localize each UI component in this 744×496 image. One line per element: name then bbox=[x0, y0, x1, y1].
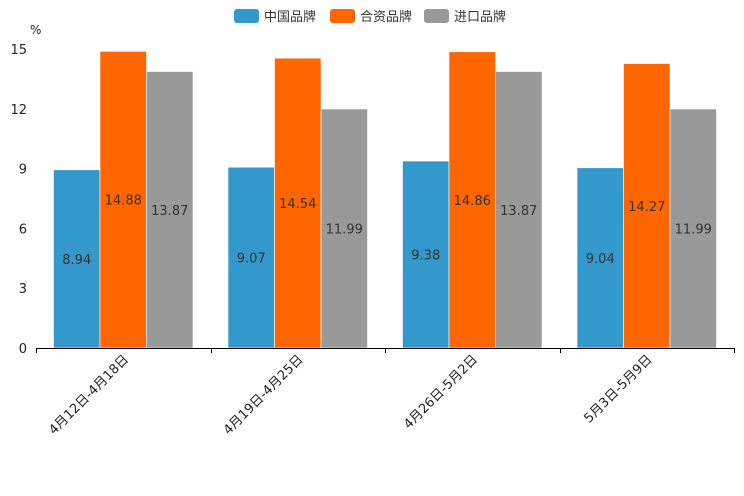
data-label: 9.04 bbox=[586, 252, 615, 267]
data-label: 9.07 bbox=[237, 252, 266, 267]
bar-1-1[interactable] bbox=[53, 169, 101, 349]
category-label: 4月19日-4月25日 bbox=[221, 352, 307, 438]
legend-swatch-3[interactable] bbox=[424, 9, 449, 23]
y-tick-label: 15 bbox=[10, 43, 27, 58]
legend-label-1[interactable]: 中国品牌 bbox=[264, 9, 316, 25]
bar-3-4[interactable] bbox=[669, 108, 717, 349]
data-labels: 8.94 14.88 13.87 9.07 14.54 11.99 9.38 14.86 13.… bbox=[62, 194, 712, 268]
data-label: 14.54 bbox=[279, 197, 316, 212]
data-label: 13.87 bbox=[500, 204, 537, 219]
y-tick-label: 12 bbox=[10, 103, 27, 118]
data-label: 14.86 bbox=[454, 194, 491, 209]
bar-3-1[interactable] bbox=[146, 71, 194, 349]
category-labels: 4月12日-4月18日 4月19日-4月25日 4月26日-5月2日 5月3日-5月9… bbox=[46, 352, 655, 438]
y-tick-label: 3 bbox=[19, 282, 27, 297]
legend-swatch-1[interactable] bbox=[234, 9, 259, 23]
y-tick-label: 6 bbox=[19, 222, 27, 237]
legend-label-3[interactable]: 进口品牌 bbox=[454, 9, 506, 25]
y-axis-ticks: 0 3 6 9 12 15 bbox=[10, 43, 27, 357]
data-label: 8.94 bbox=[62, 253, 91, 268]
y-tick-label: 0 bbox=[19, 342, 27, 357]
category-label: 5月3日-5月9日 bbox=[581, 352, 655, 426]
category-label: 4月26日-5月2日 bbox=[401, 352, 481, 432]
data-label: 14.27 bbox=[628, 200, 665, 215]
data-label: 11.99 bbox=[675, 222, 712, 237]
data-label: 13.87 bbox=[151, 204, 188, 219]
bar-2-3[interactable] bbox=[448, 51, 496, 349]
y-tick-label: 9 bbox=[19, 163, 27, 178]
bar-1-4[interactable] bbox=[576, 167, 624, 349]
y-axis-unit-label: % bbox=[30, 23, 41, 37]
legend: 中国品牌 合资品牌 进口品牌 bbox=[234, 9, 506, 25]
bar-3-2[interactable] bbox=[320, 108, 368, 349]
bar-2-2[interactable] bbox=[274, 57, 322, 349]
legend-swatch-2[interactable] bbox=[330, 9, 355, 23]
x-axis-ticks bbox=[36, 348, 735, 353]
legend-label-2[interactable]: 合资品牌 bbox=[360, 9, 412, 25]
bar-1-2[interactable] bbox=[227, 166, 275, 349]
data-label: 14.88 bbox=[105, 194, 142, 209]
bar-2-1[interactable] bbox=[99, 51, 147, 349]
data-label: 9.38 bbox=[411, 249, 440, 264]
bars bbox=[53, 51, 717, 349]
data-label: 11.99 bbox=[326, 222, 363, 237]
category-label: 4月12日-4月18日 bbox=[46, 352, 132, 438]
